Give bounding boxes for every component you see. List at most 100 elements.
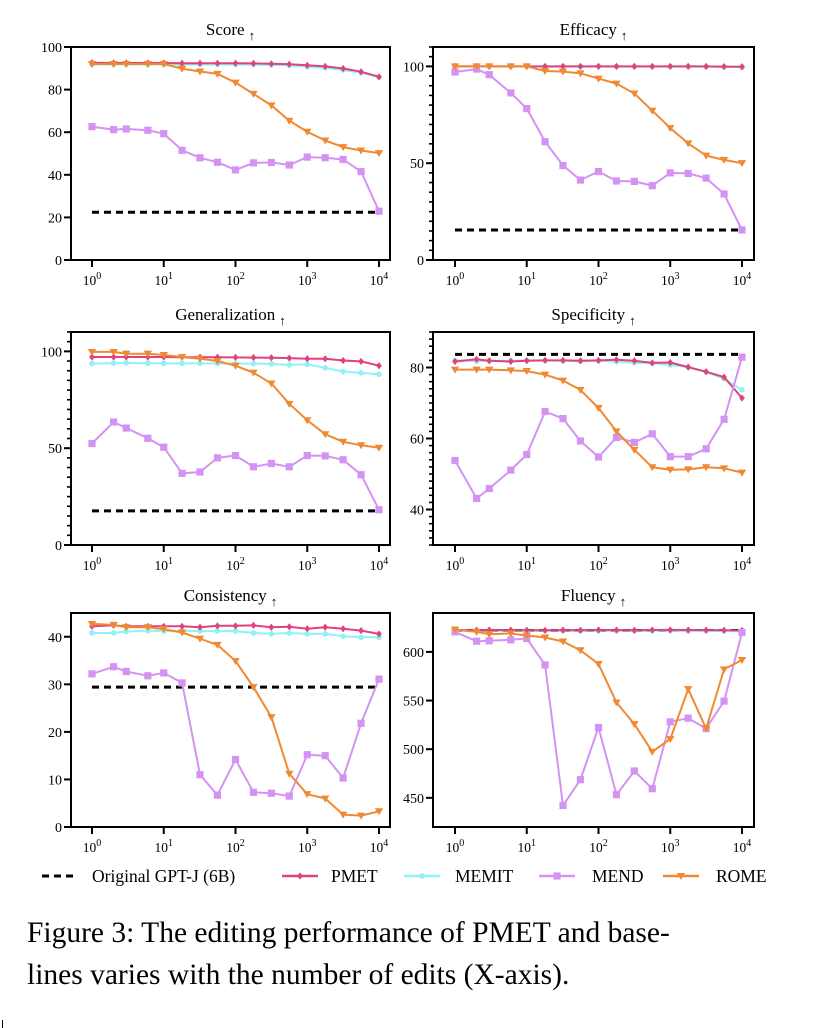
x-tick-label: 100 [83,838,102,855]
y-tick-label: 20 [48,726,62,741]
y-tick-label: 100 [41,41,62,56]
data-point-mend [267,789,275,797]
data-point-mend [541,138,549,146]
data-point-mend [576,176,585,184]
data-point-mend [507,89,515,97]
data-point-pmet [214,622,221,630]
series-line-pmet [454,358,743,399]
series-rome [87,61,384,158]
data-point-pmet [486,357,493,365]
data-point-pmet [268,623,275,631]
data-point-mend [594,167,603,176]
data-point-memit [304,631,311,637]
data-point-mend [630,767,638,775]
data-point-mend [267,459,275,468]
data-point-pmet [358,626,364,635]
data-point-pmet [542,626,548,634]
series-pmet [452,626,745,635]
y-tick-label: 30 [48,678,62,693]
legend-item-memit: MEMIT [404,866,514,886]
series-pmet [452,355,745,402]
data-point-memit [322,631,328,637]
data-point-mend [109,418,118,426]
data-point-rome [159,352,168,360]
data-point-mend [144,434,152,442]
subplot-title: Fluency ↑ [561,586,626,609]
data-point-mend [648,182,656,190]
data-point-mend [160,669,168,677]
data-point-rome [594,404,603,412]
data-point-rome [540,371,550,379]
data-point-rome [249,90,258,98]
data-point-mend [231,166,240,174]
data-point-rome [122,61,131,69]
y-tick-label: 50 [48,442,62,457]
data-point-rome [612,80,621,88]
data-point-mend [541,407,549,416]
data-point-rome [338,811,348,819]
data-point-pmet [358,357,364,366]
x-tick-label: 103 [661,556,680,573]
series-line-rome [91,622,380,817]
data-point-pmet [232,622,239,630]
x-tick-label: 101 [518,271,537,288]
x-tick-label: 101 [518,838,537,855]
x-tick-label: 100 [83,271,102,288]
data-point-memit [110,360,117,366]
data-point-rome [338,438,348,446]
data-point-mend [357,168,365,176]
data-point-rome [472,628,481,636]
data-point-mend [285,161,293,169]
data-point-rome [249,369,258,377]
data-point-rome [143,61,153,69]
data-point-rome [267,102,276,110]
data-point-mend [375,506,383,514]
subplot-title: Specificity ↑ [551,305,635,328]
data-point-pmet [560,356,566,364]
series-mend [88,663,383,800]
data-point-mend [523,450,531,459]
y-tick-label: 40 [48,169,62,184]
data-point-memit [340,368,346,375]
data-point-pmet [560,626,566,634]
subplot-generalization: Generalization ↑ 0 50 100 100 101 102 103 104 [41,305,391,573]
data-point-memit [89,360,95,367]
data-point-rome [540,634,550,642]
data-point-rome [719,465,729,473]
legend-item-rome: ROME [663,866,767,886]
data-point-memit [340,633,346,640]
data-point-rome [122,350,131,358]
data-point-pmet [685,363,692,371]
caption-line-2: lines varies with the number of edits (X… [27,959,570,991]
data-point-mend [285,463,293,471]
data-point-mend [213,454,222,462]
data-point-pmet [577,626,584,634]
data-point-rome [737,469,747,477]
data-point-mend [178,469,186,477]
data-point-rome [374,808,384,816]
data-point-mend [267,158,275,167]
data-point-pmet [685,62,692,70]
data-point-rome [522,368,531,376]
legend-label: PMET [331,866,378,886]
data-point-mend [303,451,311,460]
data-point-rome [594,75,603,83]
data-point-pmet [667,62,674,70]
series-mend [88,418,383,514]
data-point-rome [356,442,366,450]
x-tick-label: 100 [83,556,102,573]
data-point-rome [472,366,481,374]
data-point-pmet [649,626,656,634]
data-point-rome [159,626,168,634]
data-point-pmet [250,59,257,68]
y-tick-label: 60 [410,433,424,448]
data-point-rome [213,70,222,78]
x-tick-label: 100 [446,556,465,573]
data-point-memit [739,387,745,393]
data-point-rome [576,647,585,655]
data-point-rome [303,128,312,136]
data-point-pmet [304,355,311,363]
data-point-pmet [523,626,530,634]
data-point-pmet [703,626,710,634]
data-point-rome [374,444,384,452]
